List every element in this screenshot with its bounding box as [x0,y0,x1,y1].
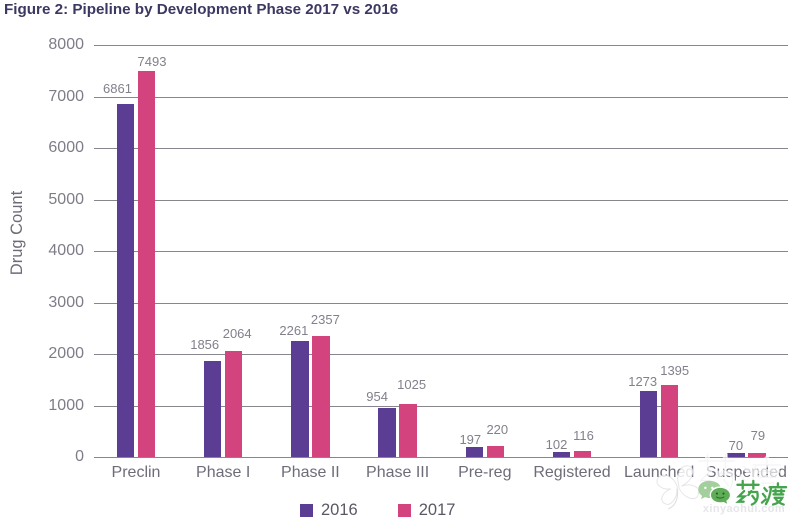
bar-2016-preclin [116,103,135,457]
x-tick-label-suspended: Suspended [705,464,787,481]
x-tick-label-phase-i: Phase I [196,464,251,481]
y-tick-label-0: 0 [75,448,84,465]
data-label-2016-phase-i: 1856 [190,337,220,353]
x-tick-label-phase-ii: Phase II [281,464,340,481]
legend-swatch-2016 [300,504,313,517]
gridline-1000 [94,405,788,407]
data-label-2016-launched: 1273 [628,374,658,390]
bar-2017-pre-reg [486,445,505,457]
data-label-2017-registered: 116 [573,428,594,444]
bar-2016-suspended [727,453,745,457]
legend: 2016 2017 [300,502,455,519]
bar-2017-registered [573,451,592,457]
x-tick-label-launched: Launched [624,464,695,481]
data-label-2017-phase-ii: 2357 [310,312,340,328]
bar-2017-phase-iii [399,404,417,457]
gridline-0 [94,457,788,458]
data-label-2017-phase-i: 2064 [222,325,252,341]
x-tick-label-preclin: Preclin [111,464,161,481]
y-tick-label-4000: 4000 [48,242,84,259]
bar-2016-phase-i [203,361,222,457]
bar-2017-suspended [748,452,766,457]
gridline-5000 [94,199,788,201]
legend-item-2016: 2016 [300,502,358,519]
data-label-2017-preclin: 7493 [137,54,167,70]
y-tick-label-3000: 3000 [48,293,84,311]
bar-2017-phase-i [224,350,243,457]
x-tick-label-phase-iii: Phase III [366,464,430,481]
y-tick-label-7000: 7000 [48,87,84,105]
bar-2016-phase-ii [291,340,309,457]
data-label-2016-pre-reg: 197 [459,431,482,447]
y-tick-label-8000: 8000 [48,36,84,53]
data-label-2016-phase-ii: 2261 [279,322,309,338]
x-tick-label-pre-reg: Pre-reg [458,464,512,481]
bar-2017-launched [660,385,679,457]
y-tick-label-6000: 6000 [48,139,84,156]
y-tick-label-5000: 5000 [48,190,84,208]
bar-2016-launched [639,391,658,457]
data-label-2016-suspended: 70 [728,438,744,454]
gridline-8000 [94,45,788,46]
data-label-2016-phase-iii: 954 [366,389,388,405]
data-label-2016-preclin: 6861 [103,80,132,96]
y-tick-label-2000: 2000 [48,345,84,362]
gridline-2000 [94,354,788,355]
data-label-2016-registered: 102 [545,436,568,452]
bar-2016-pre-reg [465,446,484,457]
legend-label-2017: 2017 [418,501,456,519]
gridline-4000 [94,251,788,252]
chart-title: Figure 2: Pipeline by Development Phase … [4,1,399,18]
legend-item-2017: 2017 [397,501,456,519]
y-tick-label-1000: 1000 [48,396,84,414]
bar-2016-phase-iii [378,407,396,457]
data-label-2017-pre-reg: 220 [486,422,509,438]
bar-2017-phase-ii [312,335,330,457]
gridline-6000 [94,148,788,149]
x-tick-label-registered: Registered [533,464,611,481]
data-label-2017-phase-iii: 1025 [397,376,427,392]
gridline-7000 [94,96,788,98]
data-label-2017-launched: 1395 [660,362,690,378]
bar-2017-preclin [137,71,156,457]
legend-swatch-2017 [397,504,411,517]
bar-2016-registered [552,451,571,457]
data-label-2017-suspended: 79 [750,428,766,444]
gridline-3000 [94,302,788,304]
legend-label-2016: 2016 [321,501,358,519]
